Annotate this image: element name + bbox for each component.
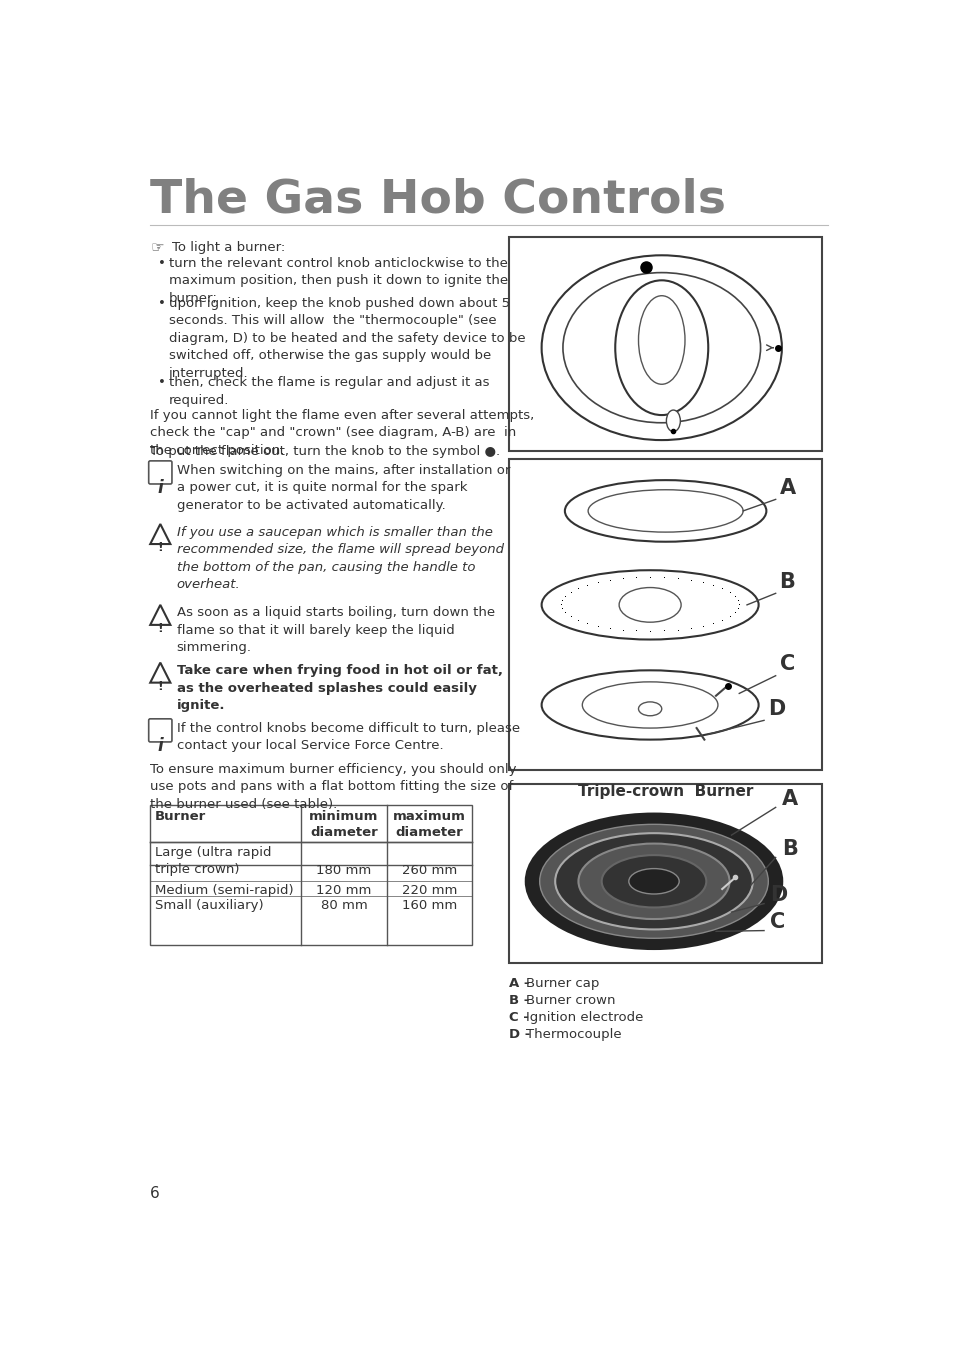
- Text: Thermocouple: Thermocouple: [525, 1028, 621, 1040]
- Text: To ensure maximum burner efficiency, you should only
use pots and pans with a fl: To ensure maximum burner efficiency, you…: [150, 763, 517, 811]
- Ellipse shape: [539, 824, 767, 939]
- Bar: [150, 805, 472, 946]
- Text: 80 mm: 80 mm: [320, 898, 367, 912]
- Ellipse shape: [578, 843, 729, 919]
- Text: Burner cap: Burner cap: [525, 977, 598, 990]
- Ellipse shape: [555, 834, 752, 929]
- Text: To put the flame out, turn the knob to the symbol ●.: To put the flame out, turn the knob to t…: [150, 446, 500, 458]
- Text: To light a burner:: To light a burner:: [172, 242, 285, 254]
- Text: minimum
diameter: minimum diameter: [309, 809, 378, 839]
- Ellipse shape: [666, 411, 679, 431]
- Text: •: •: [158, 257, 166, 270]
- Text: B -: B -: [509, 994, 534, 1006]
- Text: !: !: [157, 540, 163, 554]
- Text: Large (ultra rapid
triple crown): Large (ultra rapid triple crown): [154, 846, 271, 875]
- Text: maximum
diameter: maximum diameter: [393, 809, 465, 839]
- Text: Burner crown: Burner crown: [525, 994, 615, 1006]
- Ellipse shape: [541, 670, 758, 739]
- Ellipse shape: [562, 273, 760, 423]
- Text: If you use a saucepan which is smaller than the
recommended size, the flame will: If you use a saucepan which is smaller t…: [176, 526, 503, 590]
- Text: 160 mm: 160 mm: [401, 898, 456, 912]
- Text: D -: D -: [509, 1028, 535, 1040]
- Text: •: •: [158, 297, 166, 309]
- Text: C -: C -: [509, 1011, 533, 1024]
- Text: When switching on the mains, after installation or
a power cut, it is quite norm: When switching on the mains, after insta…: [176, 463, 510, 512]
- Text: turn the relevant control knob anticlockwise to the
maximum position, then push : turn the relevant control knob anticlock…: [169, 257, 507, 305]
- Ellipse shape: [628, 869, 679, 894]
- Text: 220 mm: 220 mm: [401, 884, 456, 897]
- Text: 260 mm: 260 mm: [401, 863, 456, 877]
- FancyBboxPatch shape: [149, 461, 172, 484]
- Text: A -: A -: [509, 977, 534, 990]
- Ellipse shape: [541, 570, 758, 639]
- Bar: [509, 236, 821, 451]
- Ellipse shape: [615, 280, 707, 415]
- Text: Small (auxiliary): Small (auxiliary): [154, 898, 263, 912]
- Text: The Gas Hob Controls: The Gas Hob Controls: [150, 177, 725, 223]
- Ellipse shape: [587, 490, 742, 532]
- Text: Medium (semi-rapid): Medium (semi-rapid): [154, 884, 294, 897]
- Ellipse shape: [618, 588, 680, 623]
- Text: 180 mm: 180 mm: [316, 863, 372, 877]
- Text: If you cannot light the flame even after several attempts,
check the "cap" and ": If you cannot light the flame even after…: [150, 408, 534, 457]
- Text: !: !: [157, 680, 163, 693]
- Text: upon ignition, keep the knob pushed down about 5
seconds. This will allow  the ": upon ignition, keep the knob pushed down…: [169, 297, 525, 380]
- Text: 6: 6: [150, 1186, 160, 1201]
- Polygon shape: [150, 524, 171, 544]
- Text: •: •: [158, 376, 166, 389]
- Text: i: i: [157, 480, 163, 497]
- Text: D: D: [769, 885, 786, 905]
- Text: A: A: [779, 478, 795, 497]
- Text: Triple-crown  Burner: Triple-crown Burner: [578, 785, 753, 800]
- Text: !: !: [157, 621, 163, 635]
- Text: As soon as a liquid starts boiling, turn down the
flame so that it will barely k: As soon as a liquid starts boiling, turn…: [176, 607, 495, 654]
- Text: then, check the flame is regular and adjust it as
required.: then, check the flame is regular and adj…: [169, 376, 489, 407]
- Polygon shape: [150, 605, 171, 626]
- Ellipse shape: [638, 703, 661, 716]
- Polygon shape: [150, 662, 171, 682]
- Text: Ignition electrode: Ignition electrode: [525, 1011, 643, 1024]
- Text: If the control knobs become difficult to turn, please
contact your local Service: If the control knobs become difficult to…: [176, 721, 519, 753]
- Bar: [509, 458, 821, 770]
- Text: Take care when frying food in hot oil or fat,
as the overheated splashes could e: Take care when frying food in hot oil or…: [176, 665, 502, 712]
- Text: A: A: [781, 789, 797, 809]
- Text: C: C: [779, 654, 794, 674]
- Text: i: i: [157, 738, 163, 755]
- Ellipse shape: [638, 296, 684, 384]
- Text: Burner: Burner: [154, 809, 206, 823]
- Text: B: B: [779, 571, 795, 592]
- Ellipse shape: [581, 682, 718, 728]
- Bar: [509, 785, 821, 963]
- Text: D: D: [767, 698, 784, 719]
- Ellipse shape: [564, 480, 765, 542]
- Ellipse shape: [525, 813, 781, 948]
- Text: B: B: [781, 839, 797, 859]
- Text: 120 mm: 120 mm: [316, 884, 372, 897]
- Text: C: C: [769, 912, 784, 932]
- Text: ☞: ☞: [150, 240, 164, 255]
- FancyBboxPatch shape: [149, 719, 172, 742]
- Ellipse shape: [541, 255, 781, 440]
- Ellipse shape: [601, 855, 705, 908]
